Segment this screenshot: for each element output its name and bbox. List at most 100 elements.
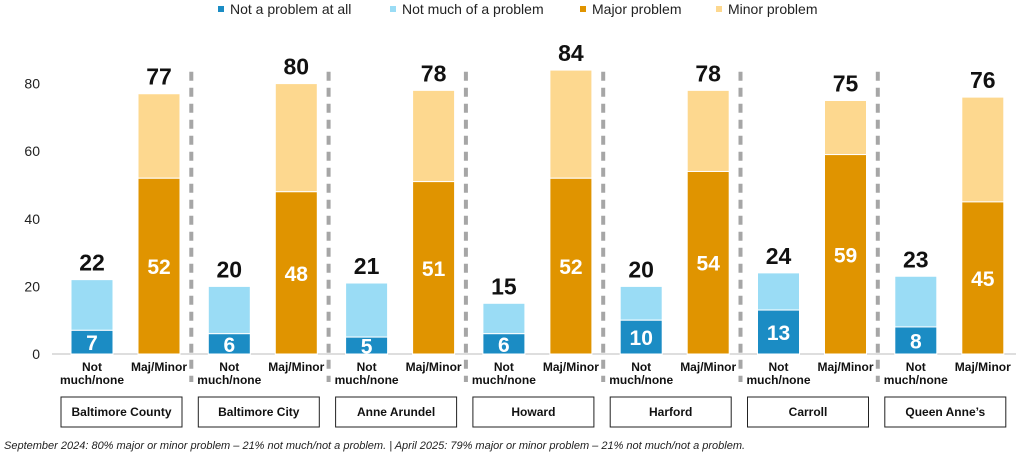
legend: Not a problem at all Not much of a probl… — [0, 0, 1024, 18]
bar-minor — [686, 89, 730, 172]
group-label-box — [472, 396, 595, 428]
bar-major — [961, 201, 1005, 355]
group-label: Baltimore County — [71, 405, 171, 419]
data-label-major: 48 — [285, 263, 309, 286]
footnote: September 2024: 80% major or minor probl… — [4, 440, 746, 452]
y-tick-label: 40 — [24, 211, 40, 227]
bar-not-at-all — [619, 319, 663, 355]
x-tick-label: Not — [769, 360, 789, 374]
bar-minor — [274, 83, 318, 193]
bar-minor — [961, 96, 1005, 203]
legend-label: Not much of a problem — [402, 1, 544, 17]
data-label-not-much-total: 24 — [766, 243, 792, 269]
group-label-box — [609, 396, 732, 428]
data-label-not-much-total: 21 — [354, 253, 380, 279]
data-label-major: 45 — [971, 268, 995, 291]
x-tick-label: much/none — [60, 373, 124, 387]
bar-major — [824, 154, 867, 355]
bar-not-at-all — [757, 309, 800, 355]
x-tick-label: much/none — [609, 373, 673, 387]
data-label-not-at-all: 7 — [86, 332, 98, 355]
legend-item-not-much: Not much of a problem — [390, 1, 544, 17]
data-label-not-at-all: 6 — [223, 334, 235, 357]
legend-swatch-icon — [390, 6, 396, 13]
x-tick-label: Not — [631, 360, 651, 374]
y-tick-label: 60 — [24, 143, 40, 159]
data-label-major: 52 — [559, 256, 582, 279]
x-tick-label: Maj/Minor — [680, 360, 736, 374]
legend-swatch-icon — [716, 6, 722, 13]
y-tick-label: 20 — [24, 278, 40, 294]
y-tick-label: 80 — [24, 76, 40, 92]
legend-label: Major problem — [592, 1, 682, 17]
data-label-maj-minor-total: 78 — [421, 60, 447, 86]
data-label-not-at-all: 8 — [910, 330, 922, 353]
data-label-not-much-total: 15 — [491, 273, 517, 299]
data-label-maj-minor-total: 80 — [284, 54, 310, 80]
y-tick-label: 0 — [32, 346, 40, 362]
data-label-not-at-all: 5 — [361, 336, 373, 359]
data-label-not-at-all: 10 — [630, 327, 653, 350]
data-label-not-at-all: 13 — [767, 322, 790, 345]
x-tick-label: much/none — [884, 373, 948, 387]
data-label-maj-minor-total: 84 — [558, 40, 584, 66]
data-label-major: 54 — [697, 253, 721, 276]
data-label-not-much-total: 20 — [217, 256, 243, 282]
x-tick-label: Maj/Minor — [131, 360, 187, 374]
data-label-maj-minor-total: 76 — [970, 67, 996, 93]
legend-swatch-icon — [580, 6, 586, 13]
group-label: Anne Arundel — [357, 405, 435, 419]
legend-item-major: Major problem — [580, 1, 681, 17]
group-label: Carroll — [789, 405, 828, 419]
bar-major — [686, 170, 730, 355]
data-label-major: 51 — [422, 258, 446, 281]
x-tick-label: Not — [906, 360, 926, 374]
bar-not-much — [345, 282, 389, 338]
data-label-major: 59 — [834, 244, 857, 267]
x-tick-label: much/none — [335, 373, 399, 387]
x-tick-label: Not — [494, 360, 514, 374]
data-label-not-much-total: 22 — [79, 250, 105, 276]
bar-minor — [549, 69, 593, 179]
x-tick-label: Maj/Minor — [406, 360, 462, 374]
bar-not-at-all — [70, 329, 114, 355]
group-label: Queen Anne’s — [905, 405, 985, 419]
bar-major — [549, 177, 593, 355]
bar-major — [412, 181, 456, 355]
x-tick-label: much/none — [197, 373, 261, 387]
group-label-box — [197, 396, 320, 428]
data-label-not-much-total: 20 — [628, 256, 654, 282]
data-label-not-at-all: 6 — [498, 334, 510, 357]
bar-minor — [412, 89, 456, 183]
x-tick-label: Maj/Minor — [543, 360, 599, 374]
legend-item-not-at-all: Not a problem at all — [218, 1, 351, 17]
group-label: Harford — [649, 405, 692, 419]
bar-not-much — [482, 302, 526, 335]
bar-not-much — [894, 275, 938, 328]
bar-not-much — [70, 279, 114, 331]
x-tick-label: much/none — [746, 373, 810, 387]
group-label-box — [60, 396, 183, 428]
group-label-box — [335, 396, 458, 428]
x-tick-label: Not — [219, 360, 239, 374]
bar-not-much — [757, 272, 800, 311]
legend-label: Not a problem at all — [230, 1, 352, 17]
bar-not-much — [619, 285, 663, 321]
bar-major — [137, 177, 181, 355]
x-tick-label: Not — [357, 360, 377, 374]
x-tick-label: Not — [82, 360, 102, 374]
data-label-not-much-total: 23 — [903, 246, 929, 272]
x-tick-label: Maj/Minor — [818, 360, 874, 374]
data-label-maj-minor-total: 77 — [146, 64, 172, 90]
group-label: Howard — [511, 405, 555, 419]
group-label-box — [884, 396, 1007, 428]
data-label-major: 52 — [147, 256, 170, 279]
bar-major — [274, 191, 318, 355]
x-tick-label: Maj/Minor — [955, 360, 1011, 374]
bar-minor — [824, 100, 867, 156]
data-label-maj-minor-total: 78 — [695, 60, 721, 86]
group-label-box — [747, 396, 869, 428]
bar-not-at-all — [482, 333, 526, 355]
